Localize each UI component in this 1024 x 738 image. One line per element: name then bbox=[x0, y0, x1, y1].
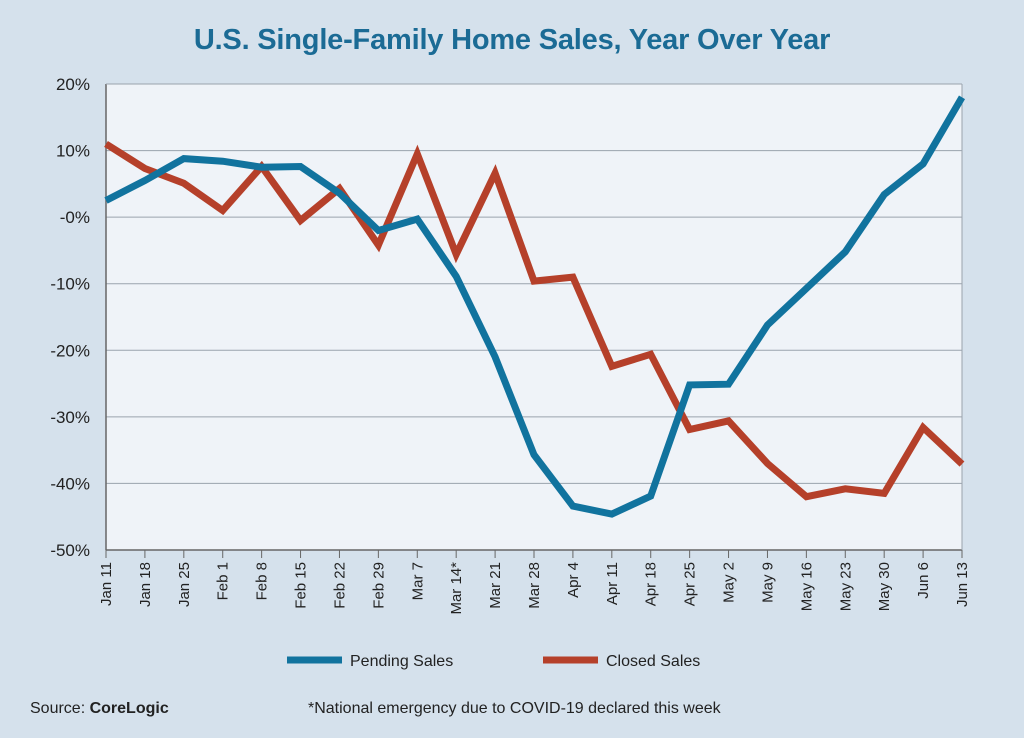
y-axis-ticks: 20% 10% -0% -10% -20% -30% -40% -50% bbox=[50, 75, 90, 560]
source-name: CoreLogic bbox=[89, 700, 169, 717]
y-tick-label: 20% bbox=[56, 75, 90, 94]
x-tick-label: May 23 bbox=[837, 562, 854, 611]
x-tick-label: Apr 18 bbox=[643, 562, 660, 606]
gridlines bbox=[105, 83, 963, 551]
chart-title: U.S. Single-Family Home Sales, Year Over… bbox=[193, 24, 831, 56]
y-tick-label: -30% bbox=[50, 408, 90, 427]
y-tick-label: -0% bbox=[60, 208, 90, 227]
x-tick-label: Mar 28 bbox=[526, 562, 543, 609]
x-tick-label: Jan 18 bbox=[137, 562, 154, 607]
footnote: *National emergency due to COVID-19 decl… bbox=[308, 700, 721, 717]
x-tick-label: Feb 15 bbox=[293, 562, 310, 609]
plot-area bbox=[106, 84, 962, 550]
y-tick-label: -20% bbox=[50, 341, 90, 360]
legend: Pending Sales Closed Sales bbox=[287, 653, 700, 670]
legend-label-pending-sales: Pending Sales bbox=[350, 653, 453, 670]
source-label: Source: bbox=[30, 700, 90, 717]
x-tick-label: Feb 29 bbox=[370, 562, 387, 609]
line-chart: 20%10%-0%-10%-20%-30%-40%-50% Jan 11 Jan … bbox=[50, 75, 971, 670]
x-tick-label: Apr 11 bbox=[604, 562, 621, 605]
y-tick-label: -50% bbox=[50, 541, 90, 560]
x-tick-label: Apr 25 bbox=[682, 562, 699, 606]
x-axis-ticks: Jan 11 Jan 18 Jan 25 Feb 1 Feb 8 Feb 15 Feb 22… bbox=[98, 550, 971, 615]
x-tick-label: Jun 6 bbox=[915, 562, 932, 599]
x-tick-label: May 2 bbox=[721, 562, 738, 603]
series-lines bbox=[104, 95, 966, 518]
x-tick-label: Jan 11 bbox=[98, 562, 115, 606]
legend-label-closed-sales: Closed Sales bbox=[606, 653, 700, 670]
y-tick-label: -10% bbox=[50, 275, 90, 294]
series-line-pending-sales bbox=[104, 95, 966, 518]
x-tick-label: Feb 1 bbox=[215, 562, 232, 600]
x-tick-label: May 30 bbox=[876, 562, 893, 611]
x-tick-label: Apr 4 bbox=[565, 562, 582, 598]
x-tick-label: Feb 8 bbox=[254, 562, 271, 600]
y-tick-label: 10% bbox=[56, 142, 90, 161]
x-tick-label: Mar 7 bbox=[409, 562, 426, 600]
x-tick-label: Jan 25 bbox=[176, 562, 193, 607]
x-tick-label: May 9 bbox=[759, 562, 776, 603]
x-tick-label: May 16 bbox=[798, 562, 815, 611]
series-line-closed-sales bbox=[104, 140, 965, 501]
y-tick-label: -40% bbox=[50, 474, 90, 493]
source-credit: Source: CoreLogic bbox=[30, 700, 169, 718]
x-tick-label: Mar 14* bbox=[448, 562, 465, 615]
x-tick-label: Jun 13 bbox=[954, 562, 971, 607]
x-tick-label: Mar 21 bbox=[487, 562, 504, 609]
x-tick-label: Feb 22 bbox=[331, 562, 348, 609]
